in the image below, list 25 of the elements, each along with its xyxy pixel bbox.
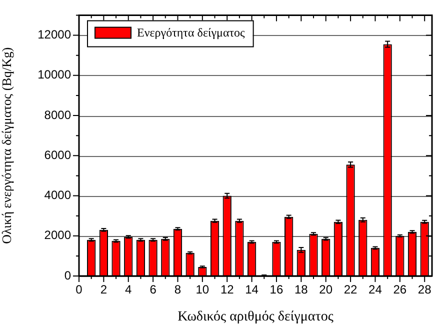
- x-tick-label: 18: [294, 282, 308, 297]
- x-tick-label: 26: [393, 282, 407, 297]
- x-tick-label: 24: [368, 282, 382, 297]
- y-tick-label: 4000: [44, 188, 72, 202]
- y-tick-label: 6000: [44, 148, 72, 162]
- x-tick-label: 28: [418, 282, 432, 297]
- y-tick-label: 2000: [44, 228, 72, 242]
- x-tick-label: 12: [220, 282, 234, 297]
- y-tick-label: 0: [64, 268, 72, 282]
- x-tick-label: 14: [245, 282, 259, 297]
- y-tick-label: 8000: [44, 108, 72, 122]
- x-tick-label: 8: [174, 282, 182, 297]
- x-tick-label: 22: [344, 282, 358, 297]
- y-axis-title: Ολική ενεργότητα δείγματος (Bq/Kg): [0, 47, 14, 244]
- x-tick-label: 0: [76, 282, 83, 297]
- legend-label: Ενεργότητα δείγματος: [137, 25, 246, 40]
- x-tick-label: 20: [319, 282, 333, 297]
- y-tick-label: 12000: [38, 28, 72, 42]
- x-tick-label: 6: [150, 282, 157, 297]
- y-tick-label: 10000: [38, 68, 72, 82]
- x-axis-title: Κωδικός αριθμός δείγματος: [178, 309, 334, 324]
- x-tick-label: 4: [125, 282, 132, 297]
- x-tick-label: 2: [100, 282, 108, 297]
- x-tick-label: 16: [270, 282, 284, 297]
- x-tick-label: 10: [196, 282, 210, 297]
